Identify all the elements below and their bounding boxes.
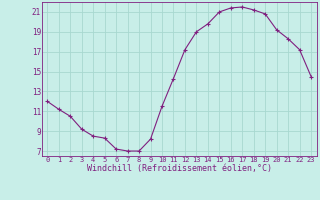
X-axis label: Windchill (Refroidissement éolien,°C): Windchill (Refroidissement éolien,°C)	[87, 164, 272, 173]
